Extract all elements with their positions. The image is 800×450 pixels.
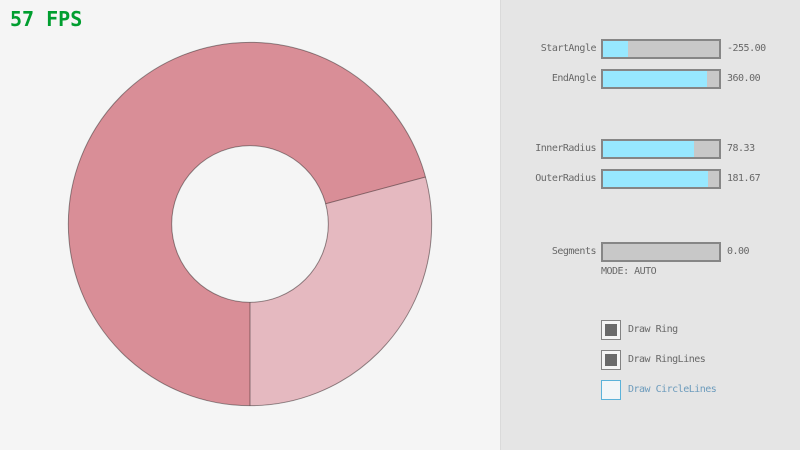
mode-label: MODE: AUTO: [601, 266, 657, 277]
slider-fill: [603, 141, 694, 157]
checkbox-row-draw-ringlines: Draw RingLines: [601, 350, 800, 370]
slider-row-startangle: StartAngle -255.00: [501, 39, 800, 59]
check-mark-icon: [605, 354, 617, 366]
control-panel: StartAngle -255.00 EndAngle 360.00 InnerRadi…: [500, 0, 800, 450]
slider-fill: [603, 71, 708, 87]
checkbox-checked[interactable]: [601, 350, 621, 370]
checkbox-label: Draw RingLines: [628, 354, 706, 365]
checkbox-checked[interactable]: [601, 320, 621, 340]
slider-value: 181.67: [727, 173, 761, 184]
slider-value: 0.00: [727, 246, 750, 257]
slider-label: StartAngle: [540, 43, 597, 54]
checkbox-label: Draw Ring: [628, 324, 678, 335]
slider-bar-innerradius[interactable]: [601, 139, 721, 159]
check-mark-icon: [605, 324, 617, 336]
fps-counter: 57 FPS: [10, 7, 83, 31]
checkbox-row-draw-circlelines: Draw CircleLines: [601, 380, 800, 400]
ring-chart: [67, 41, 433, 407]
ring-start-angle-line: [325, 176, 426, 205]
ring-single-sector: [250, 176, 432, 406]
slider-value: -255.00: [727, 43, 766, 54]
slider-fill: [603, 171, 709, 187]
checkbox-unchecked[interactable]: [601, 380, 621, 400]
checkbox-row-draw-ring: Draw Ring: [601, 320, 800, 340]
slider-bar-segments[interactable]: [601, 242, 721, 262]
slider-label: OuterRadius: [535, 173, 596, 184]
slider-bar-startangle[interactable]: [601, 39, 721, 59]
slider-bar-outerradius[interactable]: [601, 169, 721, 189]
slider-label: Segments: [551, 246, 597, 257]
slider-value: 78.33: [727, 143, 755, 154]
slider-row-segments: Segments 0.00: [501, 242, 800, 262]
slider-fill: [603, 41, 629, 57]
slider-row-innerradius: InnerRadius 78.33: [501, 139, 800, 159]
slider-value: 360.00: [727, 73, 761, 84]
checkbox-label: Draw CircleLines: [628, 384, 717, 395]
slider-label: InnerRadius: [535, 143, 596, 154]
ring-outline-outer-circle: [67, 41, 433, 407]
slider-row-outerradius: OuterRadius 181.67: [501, 169, 800, 189]
slider-row-endangle: EndAngle 360.00: [501, 69, 800, 89]
slider-label: EndAngle: [551, 73, 597, 84]
slider-bar-endangle[interactable]: [601, 69, 721, 89]
ring-outline-inner-circle: [171, 145, 329, 303]
